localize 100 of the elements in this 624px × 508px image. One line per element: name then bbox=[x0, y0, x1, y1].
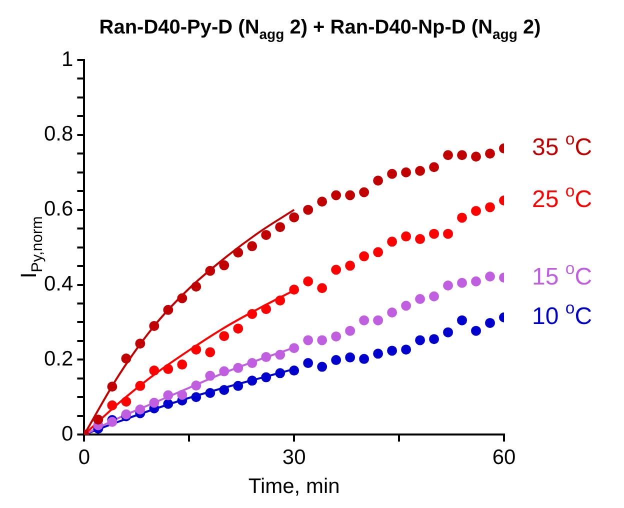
point bbox=[429, 228, 440, 239]
point bbox=[429, 334, 440, 344]
point bbox=[485, 202, 496, 212]
point bbox=[149, 398, 160, 408]
point bbox=[135, 338, 146, 349]
x-tick-label: 60 bbox=[492, 446, 516, 469]
point bbox=[415, 294, 426, 304]
point bbox=[289, 212, 300, 222]
point bbox=[163, 304, 174, 315]
point bbox=[135, 380, 146, 391]
point bbox=[415, 335, 426, 346]
point bbox=[331, 355, 342, 366]
point bbox=[163, 398, 174, 409]
point bbox=[331, 331, 342, 342]
point bbox=[471, 152, 482, 162]
point bbox=[443, 228, 454, 239]
y-tick-label: 0.6 bbox=[44, 198, 74, 221]
point bbox=[303, 335, 314, 346]
point bbox=[205, 388, 216, 398]
point bbox=[275, 350, 286, 360]
point bbox=[163, 390, 174, 400]
point bbox=[331, 264, 342, 275]
point bbox=[457, 212, 468, 223]
point bbox=[289, 284, 300, 295]
point bbox=[303, 358, 314, 368]
point bbox=[345, 326, 356, 336]
y-tick-label: 0.8 bbox=[44, 122, 74, 146]
point bbox=[191, 380, 202, 391]
point bbox=[345, 260, 356, 271]
point bbox=[191, 392, 202, 402]
point bbox=[177, 360, 188, 370]
point bbox=[261, 230, 272, 240]
point bbox=[275, 295, 286, 306]
point bbox=[415, 234, 426, 244]
point bbox=[289, 366, 300, 376]
point bbox=[373, 247, 384, 258]
point bbox=[345, 352, 356, 362]
point bbox=[247, 308, 258, 319]
point bbox=[121, 354, 132, 364]
point bbox=[219, 331, 230, 342]
point bbox=[177, 390, 188, 400]
point bbox=[107, 400, 118, 410]
point bbox=[205, 347, 216, 358]
point bbox=[289, 343, 300, 354]
point bbox=[471, 276, 482, 286]
x-tick-label: 0 bbox=[78, 446, 90, 469]
point bbox=[443, 280, 454, 291]
point bbox=[275, 222, 286, 232]
point bbox=[317, 283, 328, 294]
point bbox=[443, 327, 454, 338]
point bbox=[149, 320, 160, 331]
point bbox=[443, 150, 454, 160]
point bbox=[149, 366, 160, 376]
point bbox=[359, 315, 370, 326]
point bbox=[261, 352, 272, 362]
point bbox=[233, 362, 244, 373]
point bbox=[247, 241, 258, 252]
point bbox=[205, 370, 216, 381]
point bbox=[177, 293, 188, 304]
y-axis-title: IPy,norm bbox=[16, 216, 46, 278]
y-tick-label: 0.4 bbox=[44, 272, 74, 296]
x-tick-label: 30 bbox=[282, 446, 306, 469]
point bbox=[373, 315, 384, 326]
x-axis-title: Time, min bbox=[248, 475, 340, 498]
point bbox=[359, 187, 370, 198]
point bbox=[275, 368, 286, 378]
point bbox=[387, 168, 398, 179]
point bbox=[303, 276, 314, 286]
point bbox=[233, 248, 244, 258]
point bbox=[219, 260, 230, 270]
point bbox=[317, 335, 328, 346]
point bbox=[457, 315, 468, 326]
point bbox=[219, 366, 230, 376]
point bbox=[429, 162, 440, 172]
point bbox=[471, 206, 482, 216]
point bbox=[163, 364, 174, 374]
point bbox=[317, 196, 328, 207]
point bbox=[359, 354, 370, 364]
point bbox=[373, 348, 384, 359]
point bbox=[317, 362, 328, 372]
point bbox=[107, 382, 118, 392]
point bbox=[373, 176, 384, 186]
point bbox=[485, 272, 496, 282]
point bbox=[387, 236, 398, 247]
point bbox=[191, 282, 202, 292]
point bbox=[233, 324, 244, 334]
point bbox=[401, 300, 412, 311]
point bbox=[387, 346, 398, 356]
point bbox=[457, 150, 468, 160]
point bbox=[345, 190, 356, 200]
point bbox=[387, 307, 398, 318]
point bbox=[219, 385, 230, 396]
point bbox=[135, 404, 146, 414]
point bbox=[93, 414, 104, 425]
point bbox=[471, 326, 482, 336]
point bbox=[401, 167, 412, 178]
point bbox=[247, 376, 258, 386]
point bbox=[415, 166, 426, 176]
point bbox=[261, 304, 272, 314]
point bbox=[233, 380, 244, 391]
